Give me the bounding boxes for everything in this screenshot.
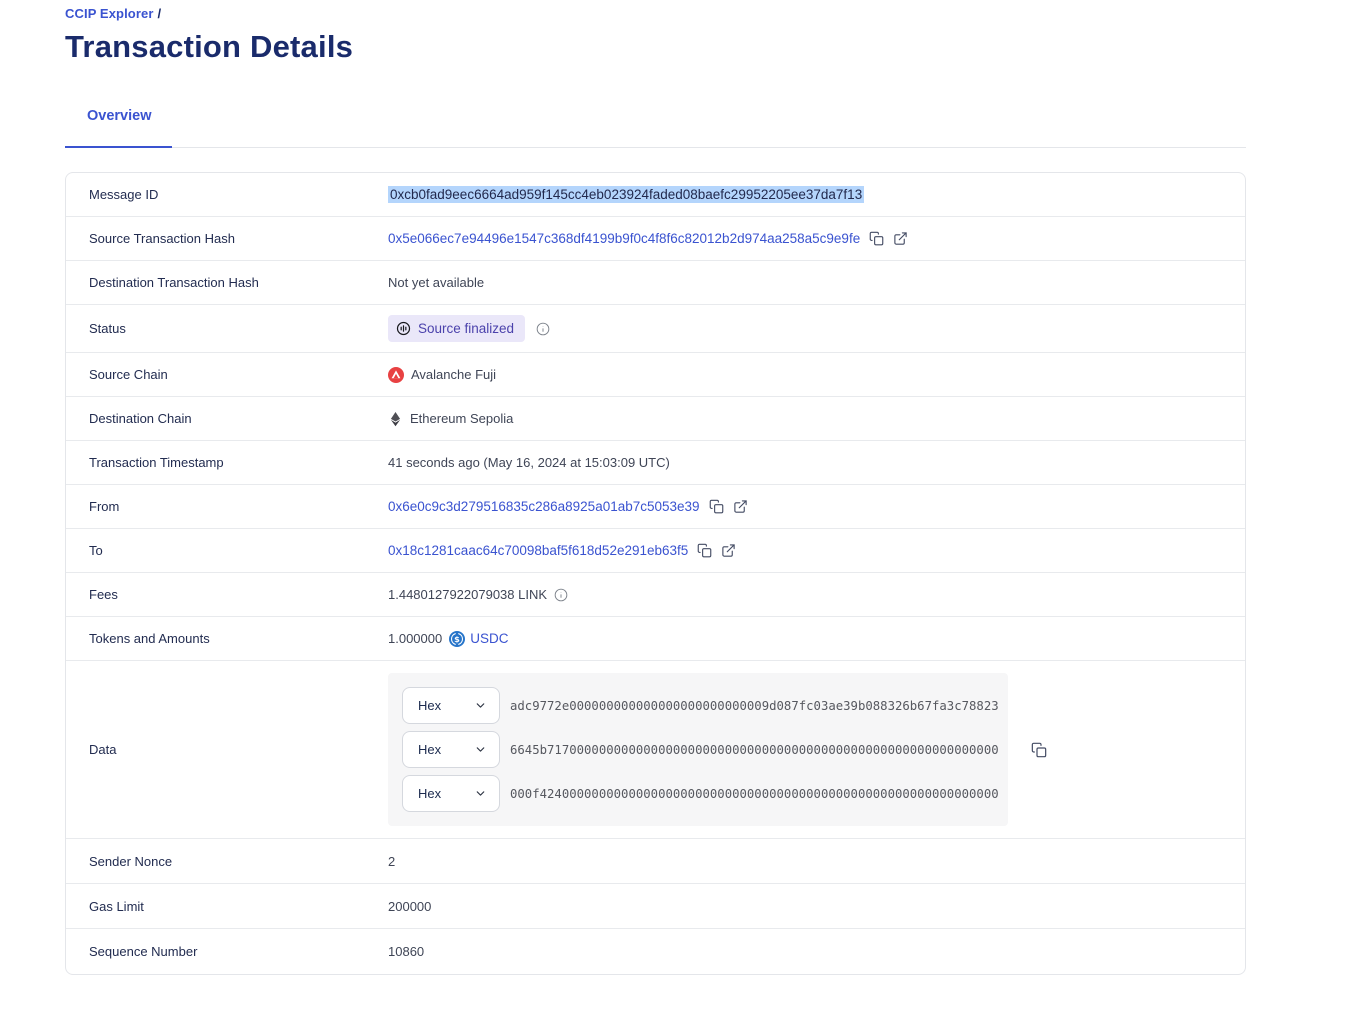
external-link-icon[interactable] [733,499,748,514]
data-line: Hex 6645b7170000000000000000000000000000… [402,731,999,768]
status-source-finalized-icon [396,321,411,336]
fees-info-icon[interactable] [554,588,568,602]
data-hex-value: adc9772e000000000000000000000000009d087f… [510,698,999,713]
data-line: Hex 000f42400000000000000000000000000000… [402,775,999,812]
transaction-details-page: CCIP Explorer / Transaction Details Overv… [65,0,1246,975]
row-label: Sequence Number [89,944,198,959]
external-link-icon[interactable] [893,231,908,246]
breadcrumb-link-ccip-explorer[interactable]: CCIP Explorer [65,6,154,21]
usdc-icon: $ [449,630,466,647]
dest-chain-value: Ethereum Sepolia [410,411,514,426]
row-label: Tokens and Amounts [89,631,210,646]
row-label: Destination Chain [89,411,192,426]
data-hex-panel: Hex adc9772e000000000000000000000000009d… [388,673,1008,826]
hex-format-select[interactable]: Hex [402,731,500,768]
breadcrumb-separator: / [157,6,162,21]
table-row-from: From 0x6e0c9c3d279516835c286a8925a01ab7c… [66,485,1245,529]
row-label: Source Transaction Hash [89,231,235,246]
row-label: Transaction Timestamp [89,455,224,470]
avalanche-fuji-icon [388,366,404,383]
chevron-down-icon [474,743,487,756]
sender-nonce-value: 2 [388,853,396,869]
status-badge: Source finalized [388,315,526,342]
table-row-dest-tx-hash: Destination Transaction Hash Not yet ava… [66,261,1245,305]
usdc-token-link[interactable]: $ USDC [449,630,509,647]
hex-select-label: Hex [418,742,442,757]
table-row-fees: Fees 1.4480127922079038 LINK [66,573,1245,617]
page-title: Transaction Details [65,29,354,64]
table-row-timestamp: Transaction Timestamp 41 seconds ago (Ma… [66,441,1245,485]
ethereum-sepolia-icon [390,411,401,427]
copy-icon[interactable] [709,499,724,514]
status-badge-label: Source finalized [418,321,515,336]
token-symbol: USDC [470,631,509,646]
table-row-data: Data Hex adc9772e00000000000000000000000… [66,661,1245,839]
table-row-source-chain: Source Chain Avalanche Fuji [66,353,1245,397]
row-label: Gas Limit [89,898,144,914]
tab-overview[interactable]: Overview [87,108,152,124]
data-hex-value: 000f424000000000000000000000000000000000… [510,786,999,801]
hex-select-label: Hex [418,698,442,713]
tab-bar: Overview [65,107,1246,148]
hex-select-label: Hex [418,786,442,801]
row-label: Fees [89,587,118,602]
table-row-source-tx-hash: Source Transaction Hash 0x5e066ec7e94496… [66,217,1245,261]
row-label: Sender Nonce [89,853,173,869]
row-label: Source Chain [89,367,168,382]
table-row-tokens: Tokens and Amounts 1.000000 $ USDC [66,617,1245,661]
chevron-down-icon [474,787,487,800]
hex-format-select[interactable]: Hex [402,687,500,724]
table-row-message-id: Message ID 0xcb0fad9eec6664ad959f145cc4e… [66,173,1245,217]
row-label: Destination Transaction Hash [89,275,259,290]
row-label: From [89,499,120,514]
from-address-link[interactable]: 0x6e0c9c3d279516835c286a8925a01ab7c5053e… [388,499,700,514]
message-id-value: 0xcb0fad9eec6664ad959f145cc4eb023924fade… [388,186,865,203]
table-row-sequence-number: Sequence Number 10860 [66,929,1245,974]
row-label: Status [89,321,126,336]
data-line: Hex adc9772e000000000000000000000000009d… [402,687,999,724]
table-row-sender-nonce: Sender Nonce 2 [66,839,1245,884]
copy-icon[interactable] [869,231,884,246]
tab-active-underline [65,146,172,148]
status-info-icon[interactable] [536,322,550,336]
external-link-icon[interactable] [721,543,736,558]
table-row-gas-limit: Gas Limit 200000 [66,884,1245,929]
table-row-status: Status Source finalized [66,305,1245,353]
table-row-dest-chain: Destination Chain Ethereum Sepolia [66,397,1245,441]
source-tx-hash-link[interactable]: 0x5e066ec7e94496e1547c368df4199b9f0c4f8f… [388,231,861,246]
table-row-to: To 0x18c1281caac64c70098baf5f618d52e291e… [66,529,1245,573]
sequence-number-value: 10860 [388,944,425,959]
dest-tx-hash-value: Not yet available [388,275,485,290]
row-label: Message ID [89,187,159,202]
data-hex-value: 6645b71700000000000000000000000000000000… [510,742,999,757]
token-amount-value: 1.000000 [388,631,443,646]
hex-format-select[interactable]: Hex [402,775,500,812]
transaction-detail-table: Message ID 0xcb0fad9eec6664ad959f145cc4e… [65,172,1246,975]
row-label: To [89,543,103,558]
copy-icon[interactable] [697,543,712,558]
fees-value: 1.4480127922079038 LINK [388,587,548,602]
svg-text:$: $ [454,633,460,643]
copy-icon[interactable] [1031,742,1047,758]
to-address-link[interactable]: 0x18c1281caac64c70098baf5f618d52e291eb63… [388,543,689,558]
row-label: Data [89,742,117,757]
timestamp-value: 41 seconds ago (May 16, 2024 at 15:03:09… [388,455,670,470]
gas-limit-value: 200000 [388,898,432,914]
chevron-down-icon [474,699,487,712]
breadcrumb: CCIP Explorer / [65,6,1246,21]
source-chain-value: Avalanche Fuji [411,367,497,382]
